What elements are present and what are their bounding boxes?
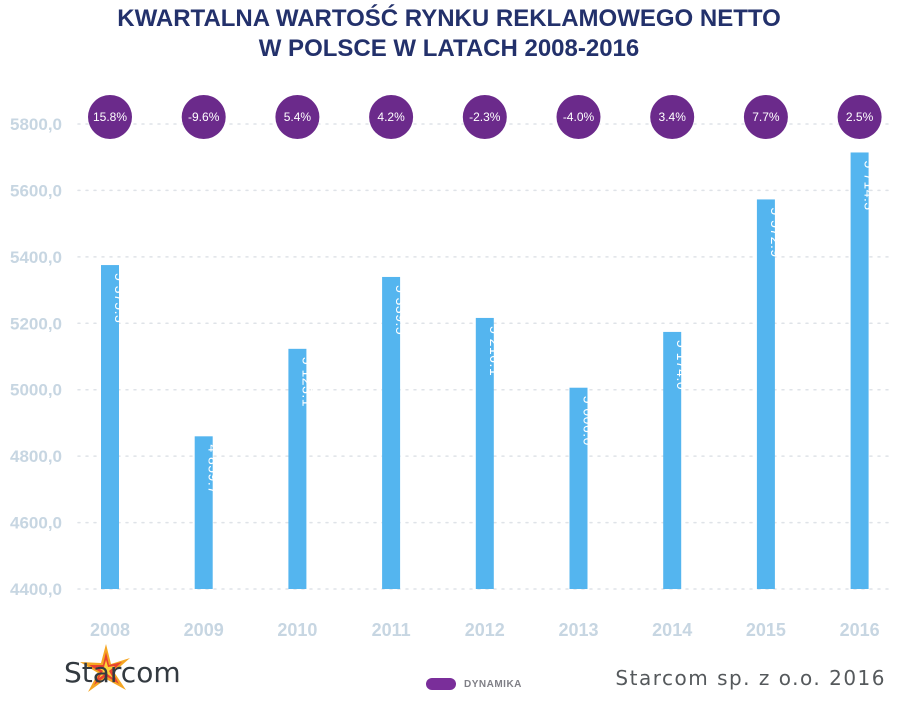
bar-value-label: 5 714.3 bbox=[862, 160, 878, 210]
y-tick-label: 5800,0 bbox=[10, 115, 62, 134]
y-tick-label: 4800,0 bbox=[10, 447, 62, 466]
dynamics-label: 5.4% bbox=[284, 110, 312, 124]
x-tick-label: 2014 bbox=[652, 620, 692, 640]
dynamics-label: 4.2% bbox=[377, 110, 405, 124]
bar bbox=[569, 387, 588, 589]
dynamics-row: 15.8% -9.6% 5.4% 4.2% -2.3% -4.0% 3.4% 7.7% 2.5% bbox=[88, 95, 882, 139]
dynamics-label: 15.8% bbox=[93, 110, 127, 124]
starcom-star-icon bbox=[80, 644, 130, 692]
footer-credit: Starcom sp. z o.o. 2016 bbox=[615, 666, 886, 690]
legend: DYNAMIKA bbox=[426, 676, 522, 692]
x-tick-label: 2012 bbox=[465, 620, 505, 640]
dynamics-circle bbox=[650, 95, 695, 139]
bar-value-label: 5 006.0 bbox=[581, 396, 597, 446]
bar-value-label: 5 572.9 bbox=[768, 207, 784, 257]
bar bbox=[756, 199, 775, 590]
title-line-2: W POLSCE W LATACH 2008-2016 bbox=[258, 35, 640, 62]
x-tick-label: 2013 bbox=[558, 620, 598, 640]
dynamics-circle bbox=[462, 95, 507, 139]
bar bbox=[101, 265, 119, 589]
dynamics-circle bbox=[275, 95, 320, 139]
y-tick-label: 5000,0 bbox=[10, 381, 62, 400]
title-line-1: KWARTALNA WARTOŚĆ RYNKU REKLAMOWEGO NETT… bbox=[117, 5, 781, 32]
x-tick-label: 2009 bbox=[184, 620, 224, 640]
dynamics-label: 2.5% bbox=[846, 110, 874, 124]
dynamics-circle bbox=[369, 95, 414, 139]
dynamics-label: -2.3% bbox=[469, 110, 501, 124]
y-tick-label: 5400,0 bbox=[10, 248, 62, 267]
x-tick-label: 2011 bbox=[372, 620, 411, 640]
dynamics-label: 3.4% bbox=[659, 110, 687, 124]
y-tick-label: 4400,0 bbox=[10, 580, 62, 599]
legend-label: DYNAMIKA bbox=[464, 678, 522, 690]
dynamics-circle bbox=[837, 95, 882, 139]
dynamics-circle bbox=[556, 95, 601, 139]
dynamics-circle bbox=[181, 95, 226, 139]
bar bbox=[288, 348, 307, 589]
bar bbox=[194, 436, 213, 589]
x-tick-label: 2008 bbox=[90, 620, 130, 640]
y-tick-label: 5200,0 bbox=[10, 314, 62, 333]
legend-swatch bbox=[426, 678, 456, 690]
chart-title: KWARTALNA WARTOŚĆ RYNKU REKLAMOWEGO NETT… bbox=[0, 4, 898, 64]
y-tick-label: 5600,0 bbox=[10, 181, 62, 200]
x-tick-label: 2015 bbox=[746, 620, 786, 640]
bar bbox=[382, 276, 401, 589]
bar-value-label: 5 174.0 bbox=[674, 340, 690, 390]
bar-value-label: 5 123.1 bbox=[299, 357, 315, 407]
bar-value-label: 4 859.7 bbox=[206, 444, 222, 494]
bar-value-label: 5 216.1 bbox=[487, 326, 503, 376]
dynamics-circle bbox=[88, 95, 132, 139]
bar bbox=[663, 331, 682, 589]
dynamics-label: -9.6% bbox=[188, 110, 220, 124]
dynamics-circle bbox=[743, 95, 788, 139]
y-axis: 4400,0 4600,0 4800,0 5000,0 5200,0 5400,0 5600… bbox=[10, 115, 62, 599]
x-axis: 2008 2009 2010 2011 2012 2013 2014 2015 2016 bbox=[90, 620, 880, 640]
bar bbox=[850, 152, 869, 589]
bars: 5 375.3 4 859.7 5 123.1 5 339.5 5 216.1 5 006… bbox=[101, 152, 878, 590]
bar-value-label: 5 375.3 bbox=[112, 273, 128, 323]
brand-name: Starcom bbox=[64, 656, 181, 689]
x-tick-label: 2010 bbox=[277, 620, 317, 640]
bar bbox=[475, 317, 494, 589]
bar-value-label: 5 339.5 bbox=[393, 285, 409, 335]
x-tick-label: 2016 bbox=[840, 620, 880, 640]
y-tick-label: 4600,0 bbox=[10, 514, 62, 533]
dynamics-label: 7.7% bbox=[752, 110, 780, 124]
dynamics-label: -4.0% bbox=[563, 110, 595, 124]
